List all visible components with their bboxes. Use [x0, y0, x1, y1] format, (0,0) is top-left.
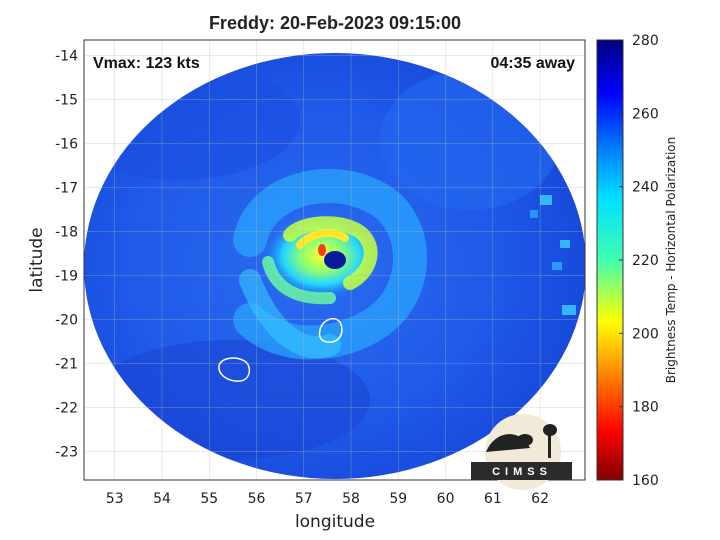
colorbar-tick-label: 240: [632, 180, 659, 196]
y-tick-label: -18: [55, 224, 78, 240]
y-tick-label: -14: [55, 48, 78, 64]
y-tick-label: -21: [55, 356, 78, 372]
x-tick-label: 58: [342, 491, 360, 507]
cimss-logo: CIMSS: [471, 414, 572, 490]
y-axis-ticks: -14 -15 -16 -17 -18 -19 -20 -21 -22 -23: [55, 48, 78, 460]
axes-frame: [83, 39, 586, 481]
colorbar: 280 260 240 220 200 180 160 Brightness Temp - …: [596, 33, 678, 489]
reunion-outline: [218, 357, 251, 382]
y-tick-label: -16: [55, 136, 78, 152]
colorbar-ticks: 280 260 240 220 200 180 160: [619, 33, 659, 489]
colorbar-tick-label: 160: [632, 473, 659, 489]
colorbar-tick-label: 220: [632, 253, 659, 269]
colorbar-label: Brightness Temp - Horizontal Polarizatio…: [664, 137, 678, 384]
y-tick-label: -19: [55, 268, 78, 284]
vmax-label: Vmax: 123 kts: [93, 55, 200, 72]
colorbar-tick-label: 200: [632, 326, 659, 342]
gridlines: [84, 40, 585, 480]
y-axis-label: latitude: [27, 227, 47, 292]
x-tick-label: 56: [248, 491, 266, 507]
plot-area: Vmax: 123 kts 04:35 away CIMSS: [83, 39, 586, 490]
y-tick-label: -23: [55, 444, 78, 460]
x-tick-label: 55: [200, 491, 218, 507]
x-tick-label: 54: [153, 491, 171, 507]
x-tick-label: 59: [389, 491, 407, 507]
cimss-logo-text: CIMSS: [492, 466, 552, 478]
x-axis-ticks: 53 54 55 56 57 58 59 60 61 62: [106, 491, 549, 507]
y-tick-label: -20: [55, 312, 78, 328]
time-away-label: 04:35 away: [490, 55, 575, 72]
storm-eye: [324, 251, 346, 269]
colorbar-tick-label: 260: [632, 106, 659, 122]
x-tick-label: 61: [484, 491, 502, 507]
y-tick-label: -22: [55, 400, 78, 416]
x-tick-label: 60: [437, 491, 455, 507]
colorbar-tick-label: 280: [632, 33, 659, 49]
x-axis-label: longitude: [295, 512, 375, 532]
colorbar-tick-label: 180: [632, 400, 659, 416]
x-tick-label: 53: [106, 491, 124, 507]
map-title: Freddy: 20-Feb-2023 09:15:00: [209, 13, 461, 33]
x-tick-label: 62: [531, 491, 549, 507]
y-tick-label: -17: [55, 180, 78, 196]
x-tick-label: 57: [295, 491, 313, 507]
y-tick-label: -15: [55, 92, 78, 108]
